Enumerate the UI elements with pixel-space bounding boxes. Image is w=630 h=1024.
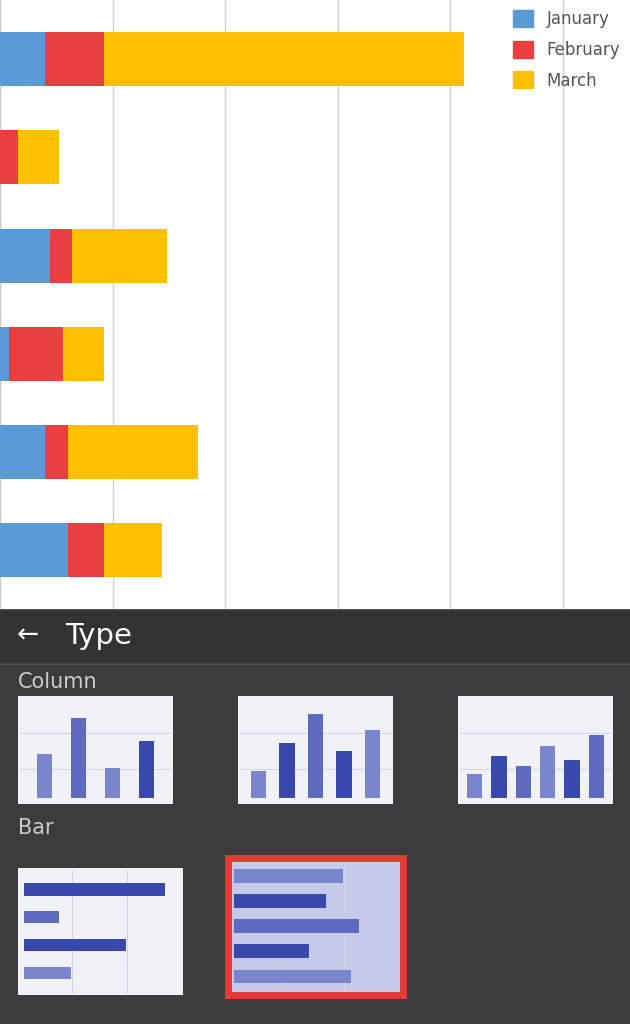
Bar bbox=[228, 858, 403, 994]
Text: Type: Type bbox=[65, 622, 132, 650]
Bar bbox=[45, 425, 67, 479]
Bar bbox=[103, 32, 464, 86]
Bar bbox=[24, 910, 59, 924]
Bar bbox=[37, 754, 52, 798]
Bar bbox=[234, 869, 343, 883]
Bar bbox=[50, 228, 72, 283]
Bar bbox=[540, 745, 556, 798]
Bar bbox=[515, 766, 531, 798]
Bar bbox=[18, 867, 183, 994]
Bar bbox=[24, 967, 71, 979]
Bar bbox=[18, 130, 59, 184]
Text: Bar: Bar bbox=[18, 818, 54, 839]
Bar bbox=[24, 883, 165, 896]
Bar bbox=[336, 752, 352, 798]
Bar bbox=[467, 774, 483, 798]
Legend: January, February, March: January, February, March bbox=[507, 3, 627, 96]
Bar bbox=[234, 920, 359, 933]
Bar bbox=[67, 425, 198, 479]
Bar bbox=[0, 327, 9, 381]
Bar bbox=[71, 718, 86, 798]
Bar bbox=[365, 730, 380, 798]
Bar bbox=[234, 894, 326, 908]
Bar bbox=[238, 696, 393, 804]
Bar bbox=[234, 970, 351, 983]
Bar bbox=[564, 760, 580, 798]
Bar bbox=[234, 944, 309, 958]
Bar bbox=[72, 228, 166, 283]
Text: Column: Column bbox=[18, 672, 98, 692]
Bar bbox=[0, 228, 50, 283]
Bar bbox=[279, 743, 295, 798]
Bar bbox=[67, 523, 103, 578]
Bar bbox=[307, 714, 323, 798]
Bar bbox=[105, 768, 120, 798]
Bar bbox=[24, 939, 126, 951]
Bar bbox=[0, 425, 45, 479]
Bar bbox=[0, 32, 45, 86]
Bar bbox=[228, 858, 403, 994]
Bar bbox=[9, 327, 63, 381]
Bar bbox=[0, 609, 630, 663]
Bar bbox=[139, 740, 154, 798]
Bar bbox=[0, 523, 67, 578]
Bar bbox=[103, 523, 162, 578]
Bar bbox=[0, 130, 18, 184]
Bar bbox=[18, 696, 173, 804]
Text: ←: ← bbox=[17, 623, 39, 649]
Bar bbox=[63, 327, 103, 381]
Bar bbox=[491, 756, 507, 798]
Bar bbox=[458, 696, 613, 804]
Bar bbox=[251, 771, 266, 798]
Bar bbox=[588, 734, 604, 798]
Bar bbox=[45, 32, 103, 86]
